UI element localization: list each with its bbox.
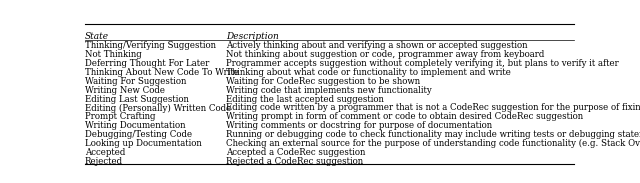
Text: Running or debugging code to check functionality may include writing tests or de: Running or debugging code to check funct… bbox=[227, 130, 640, 139]
Text: Writing prompt in form of comment or code to obtain desired CodeRec suggestion: Writing prompt in form of comment or cod… bbox=[227, 112, 584, 121]
Text: Writing New Code: Writing New Code bbox=[85, 86, 165, 95]
Text: Accepted a CodeRec suggestion: Accepted a CodeRec suggestion bbox=[227, 148, 365, 157]
Text: Thinking about what code or functionality to implement and write: Thinking about what code or functionalit… bbox=[227, 68, 511, 77]
Text: Rejected a CodeRec suggestion: Rejected a CodeRec suggestion bbox=[227, 157, 364, 166]
Text: Not Thinking: Not Thinking bbox=[85, 50, 141, 59]
Text: Actively thinking about and verifying a shown or accepted suggestion: Actively thinking about and verifying a … bbox=[227, 41, 528, 50]
Text: Deferring Thought For Later: Deferring Thought For Later bbox=[85, 59, 209, 68]
Text: Programmer accepts suggestion without completely verifying it, but plans to veri: Programmer accepts suggestion without co… bbox=[227, 59, 619, 68]
Text: Prompt Crafting: Prompt Crafting bbox=[85, 112, 156, 121]
Text: Waiting for CodeRec suggestion to be shown: Waiting for CodeRec suggestion to be sho… bbox=[227, 77, 420, 86]
Text: Writing Documentation: Writing Documentation bbox=[85, 121, 186, 130]
Text: Editing the last accepted suggestion: Editing the last accepted suggestion bbox=[227, 95, 384, 104]
Text: Accepted: Accepted bbox=[85, 148, 125, 157]
Text: Description: Description bbox=[227, 32, 279, 41]
Text: State: State bbox=[85, 32, 109, 41]
Text: Waiting For Suggestion: Waiting For Suggestion bbox=[85, 77, 186, 86]
Text: Checking an external source for the purpose of understanding code functionality : Checking an external source for the purp… bbox=[227, 139, 640, 148]
Text: Editing (Personally) Written Code: Editing (Personally) Written Code bbox=[85, 103, 231, 113]
Text: Debugging/Testing Code: Debugging/Testing Code bbox=[85, 130, 192, 139]
Text: Thinking/Verifying Suggestion: Thinking/Verifying Suggestion bbox=[85, 41, 216, 50]
Text: Rejected: Rejected bbox=[85, 157, 123, 166]
Text: Writing code that implements new functionality: Writing code that implements new functio… bbox=[227, 86, 432, 95]
Text: Editing code written by a programmer that is not a CodeRec suggestion for the pu: Editing code written by a programmer tha… bbox=[227, 103, 640, 112]
Text: Thinking About New Code To Write: Thinking About New Code To Write bbox=[85, 68, 239, 77]
Text: Writing comments or docstring for purpose of documentation: Writing comments or docstring for purpos… bbox=[227, 121, 492, 130]
Text: Not thinking about suggestion or code, programmer away from keyboard: Not thinking about suggestion or code, p… bbox=[227, 50, 545, 59]
Text: Looking up Documentation: Looking up Documentation bbox=[85, 139, 202, 148]
Text: Editing Last Suggestion: Editing Last Suggestion bbox=[85, 95, 189, 104]
